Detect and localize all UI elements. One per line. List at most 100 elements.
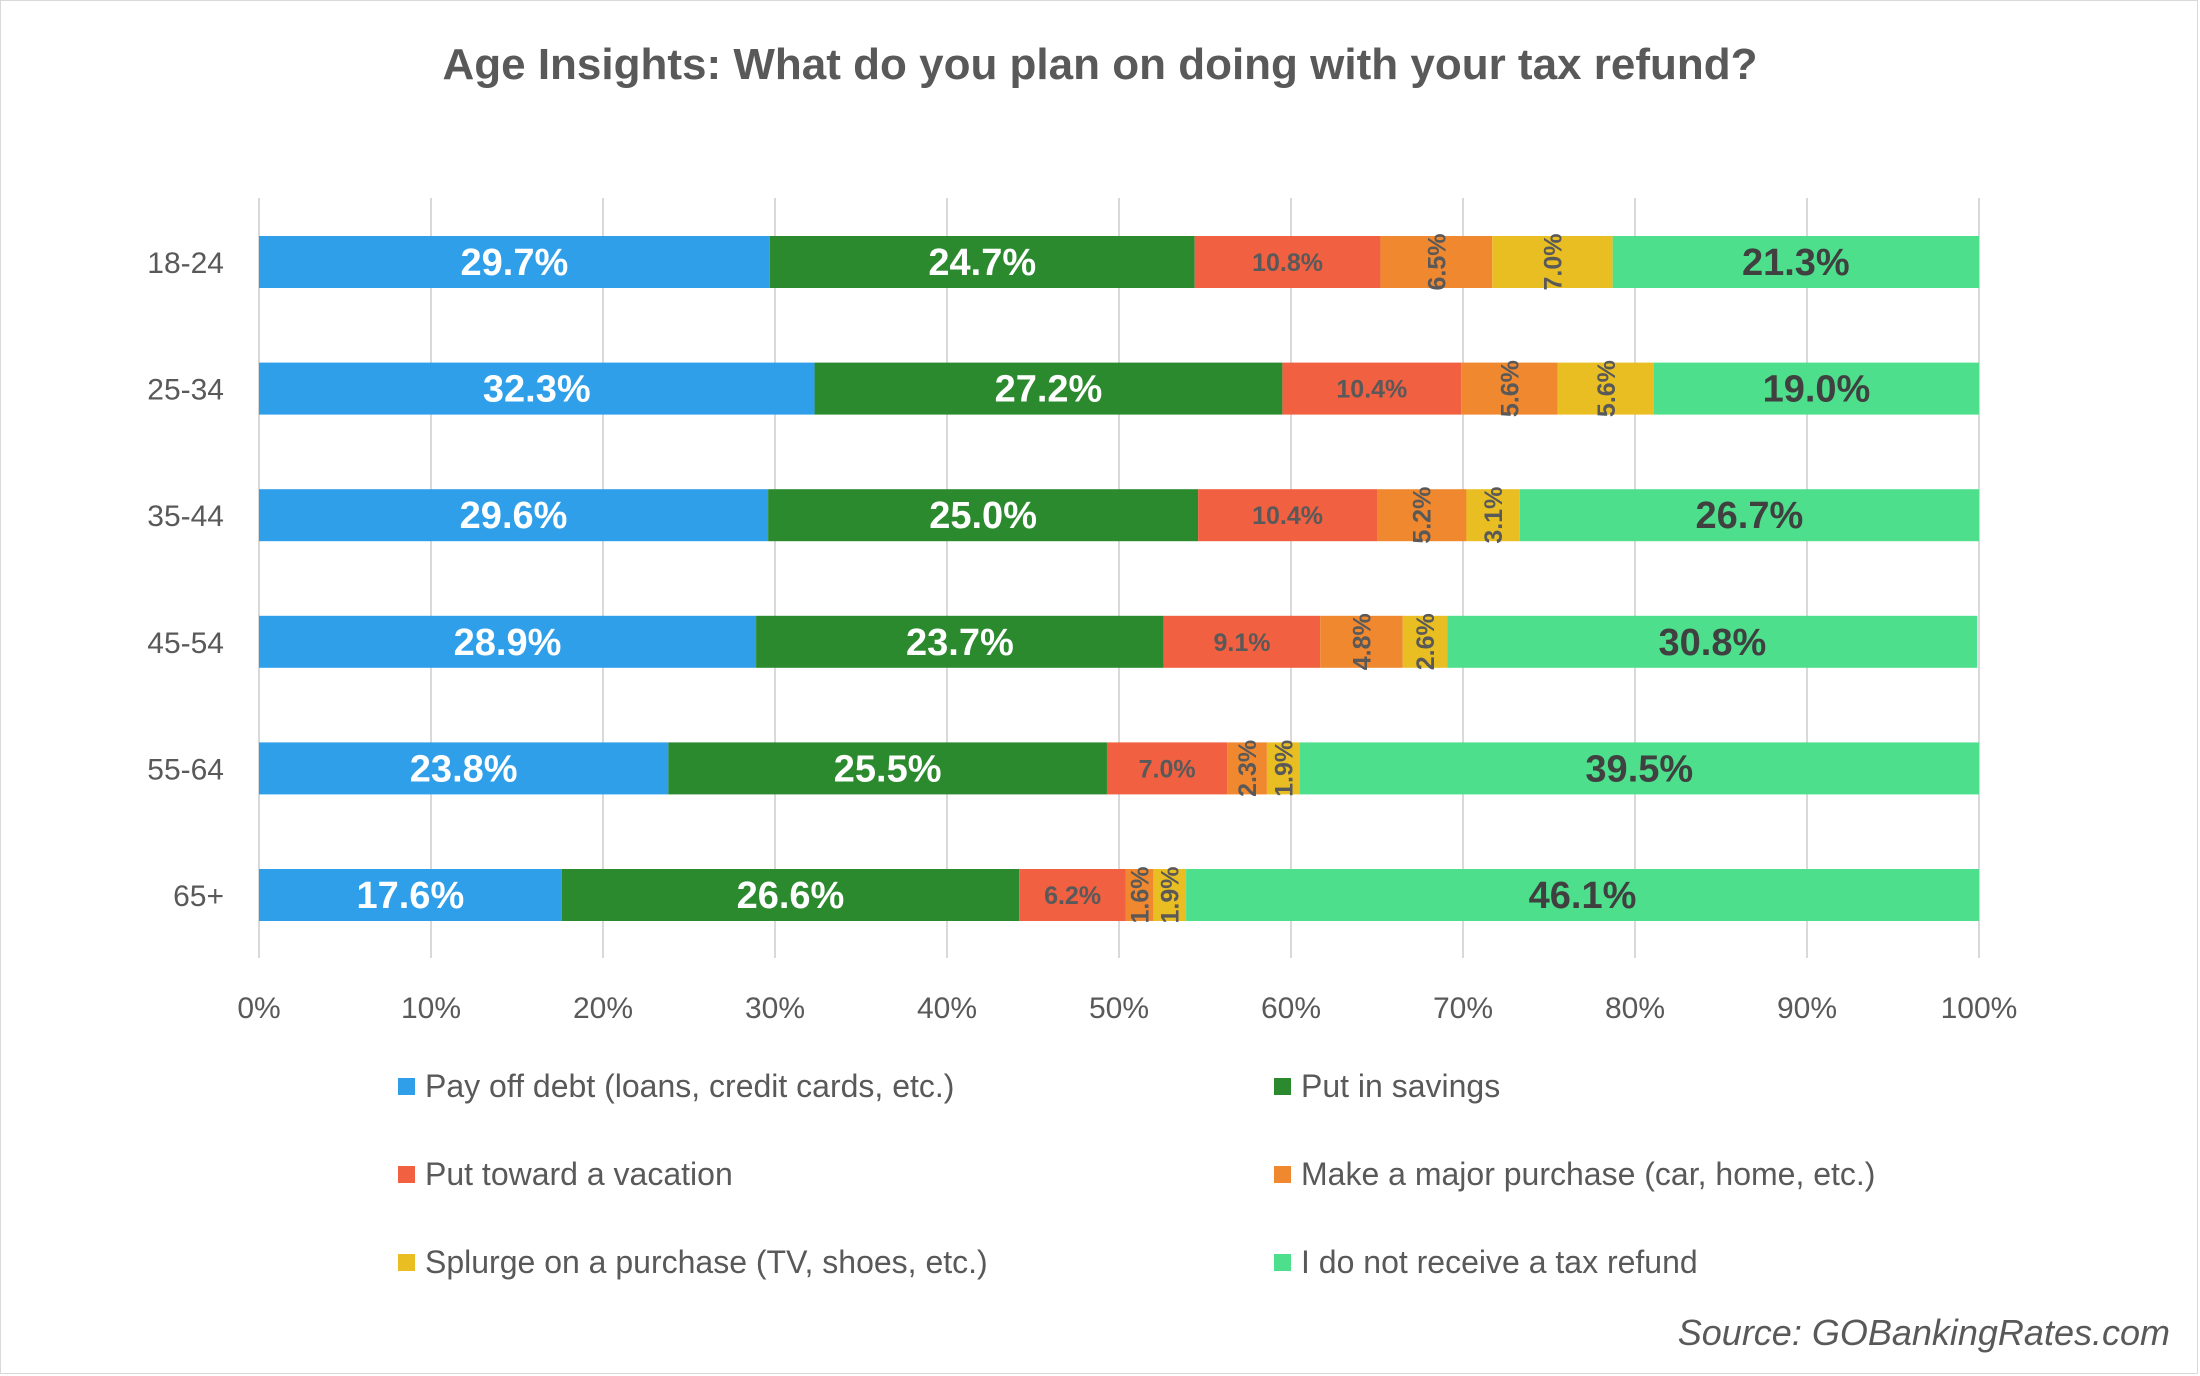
data-label: 21.3%	[1742, 242, 1850, 284]
x-tick-label: 70%	[1433, 992, 1493, 1025]
bar-segment	[1198, 489, 1377, 542]
y-category-label: 35-44	[147, 500, 224, 533]
data-label: 2.6%	[1412, 613, 1440, 670]
bar-segment	[1194, 236, 1381, 288]
bar-segment	[259, 236, 770, 288]
y-category-label: 55-64	[147, 753, 224, 786]
legend-item: Pay off debt (loans, credit cards, etc.)	[398, 1068, 954, 1105]
bar-segment	[1153, 869, 1187, 921]
bar-segment	[1163, 615, 1321, 668]
x-tick-label: 10%	[401, 992, 461, 1025]
data-label: 10.4%	[1336, 376, 1407, 404]
legend-label: Pay off debt (loans, credit cards, etc.)	[425, 1068, 955, 1104]
data-label: 32.3%	[483, 369, 591, 411]
data-label: 29.6%	[460, 495, 568, 537]
y-category-label: 18-24	[147, 247, 224, 280]
bar-segment	[1320, 615, 1403, 668]
bar-segment	[668, 742, 1107, 795]
bar-segment	[769, 236, 1195, 288]
data-label: 30.8%	[1659, 622, 1767, 664]
data-label: 23.7%	[906, 622, 1014, 664]
bar-segment	[259, 615, 757, 668]
data-label: 7.0%	[1139, 755, 1196, 783]
source-note: Source: GOBankingRates.com	[1677, 1312, 2170, 1353]
legend-label: Splurge on a purchase (TV, shoes, etc.)	[425, 1244, 988, 1280]
data-label: 3.1%	[1480, 487, 1508, 544]
bar-segment	[1612, 236, 1979, 288]
data-label: 2.3%	[1234, 740, 1262, 797]
legend-label: Put in savings	[1301, 1068, 1501, 1104]
data-label: 28.9%	[454, 622, 562, 664]
bar-segment	[1377, 489, 1467, 542]
legend-swatch	[398, 1254, 415, 1271]
data-label: 17.6%	[356, 875, 464, 917]
data-label: 39.5%	[1585, 748, 1693, 790]
data-label: 46.1%	[1529, 875, 1637, 917]
x-tick-label: 0%	[237, 992, 280, 1025]
x-tick-label: 50%	[1089, 992, 1149, 1025]
data-label: 25.5%	[834, 748, 942, 790]
x-tick-label: 100%	[1941, 992, 2018, 1025]
bar-segment	[1402, 615, 1448, 668]
legend-swatch	[1274, 1078, 1291, 1095]
data-label: 25.0%	[929, 495, 1037, 537]
bar-segment	[1125, 869, 1154, 921]
bar-segment	[1106, 742, 1228, 795]
y-category-label: 45-54	[147, 627, 224, 660]
legend-label: Put toward a vacation	[425, 1156, 733, 1192]
bar-segment	[1466, 489, 1520, 542]
data-label: 26.7%	[1696, 495, 1804, 537]
bar-segment	[259, 362, 815, 415]
data-label: 5.6%	[1593, 360, 1621, 417]
data-label: 5.2%	[1409, 487, 1437, 544]
y-category-label: 65+	[173, 880, 224, 913]
data-label: 27.2%	[995, 369, 1103, 411]
bar-segment	[768, 489, 1199, 542]
bar-segment	[1380, 236, 1493, 288]
x-tick-label: 30%	[745, 992, 805, 1025]
x-tick-label: 80%	[1605, 992, 1665, 1025]
legend-swatch	[398, 1166, 415, 1183]
x-tick-label: 20%	[573, 992, 633, 1025]
bar-segment	[1447, 615, 1978, 668]
legend-swatch	[398, 1078, 415, 1095]
data-label: 6.5%	[1423, 234, 1451, 291]
bar-segment	[1019, 869, 1126, 921]
data-label: 1.9%	[1270, 740, 1298, 797]
chart-title: Age Insights: What do you plan on doing …	[442, 40, 1758, 89]
data-label: 9.1%	[1213, 629, 1270, 657]
bar-segment	[561, 869, 1020, 921]
bar-segment	[1519, 489, 1979, 542]
bar-segment	[1266, 742, 1300, 795]
data-label: 26.6%	[737, 875, 845, 917]
bar-segment	[259, 869, 562, 921]
legend-swatch	[1274, 1166, 1291, 1183]
data-label: 24.7%	[928, 242, 1036, 284]
data-label: 4.8%	[1349, 613, 1377, 670]
bar-segment	[1299, 742, 1979, 795]
legend-item: Put toward a vacation	[398, 1156, 733, 1193]
data-label: 1.6%	[1127, 867, 1155, 924]
bar-segment	[259, 489, 769, 542]
bar-segment	[1492, 236, 1613, 288]
legend-item: Splurge on a purchase (TV, shoes, etc.)	[398, 1244, 988, 1281]
legend-swatch	[1274, 1254, 1291, 1271]
data-label: 6.2%	[1044, 882, 1101, 910]
legend-item: Make a major purchase (car, home, etc.)	[1274, 1156, 1875, 1193]
bar-segment	[1186, 869, 1979, 921]
legend-item: I do not receive a tax refund	[1274, 1244, 1698, 1281]
legend-label: Make a major purchase (car, home, etc.)	[1301, 1156, 1876, 1192]
bar-segment	[756, 615, 1164, 668]
bar-segment	[814, 362, 1283, 415]
data-label: 19.0%	[1763, 369, 1871, 411]
x-tick-label: 40%	[917, 992, 977, 1025]
bar-segment	[1282, 362, 1462, 415]
bar-segment	[1461, 362, 1558, 415]
data-label: 23.8%	[410, 748, 518, 790]
bar-segment	[1227, 742, 1267, 795]
bar-segment	[1653, 362, 1979, 415]
data-label: 7.0%	[1539, 234, 1567, 291]
data-label: 10.8%	[1252, 249, 1323, 277]
